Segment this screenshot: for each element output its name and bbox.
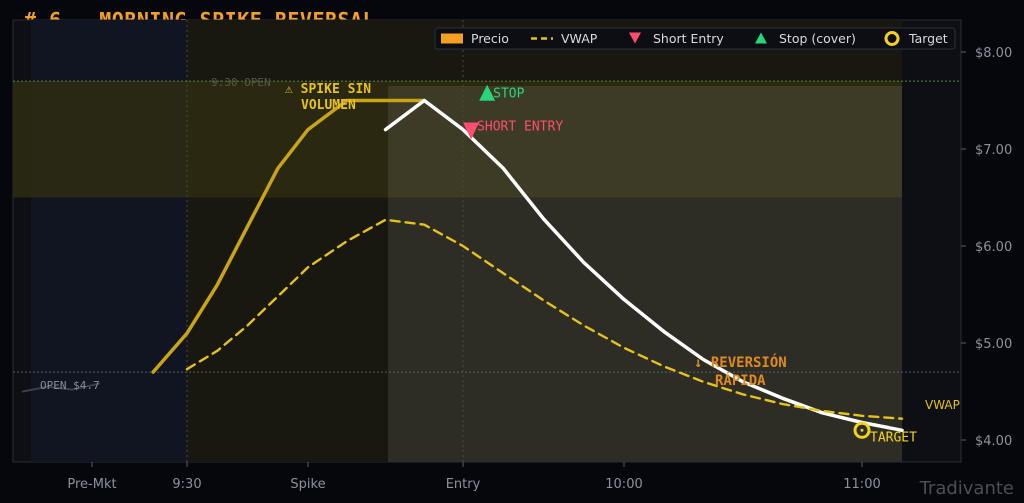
- legend-entry-label: Precio: [471, 31, 509, 46]
- premarket-line: [21, 382, 100, 393]
- x-tick-label: Entry: [446, 477, 481, 492]
- reversal-annotation-line2: RÁPIDA: [715, 372, 766, 389]
- legend-entry-label: VWAP: [561, 31, 598, 46]
- reversal-annotation-line1: ↓ REVERSIÓN: [694, 353, 787, 371]
- price-spike-line: [151, 98, 427, 374]
- target-marker-dot: [860, 428, 864, 432]
- legend-short-entry-swatch: [629, 32, 641, 44]
- short-entry-marker: [463, 122, 480, 140]
- legend-price-swatch: [441, 33, 463, 44]
- spike-annotation-line2: VOLUMEN: [301, 98, 356, 113]
- legend-entry-label: Target: [908, 31, 948, 46]
- reversal-box: [388, 85, 902, 462]
- axes-layer: Pre-Mkt 9:30 Spike Entry 10:00 11:00 $4.00 $5.0…: [67, 46, 1012, 492]
- stop-label: STOP: [493, 87, 524, 102]
- spike-band: [13, 81, 902, 198]
- labels-layer: SHORT ENTRY STOP TARGET 9:30 OPEN OPEN $4.7 ⚠…: [40, 76, 960, 445]
- legend-stop-swatch: [755, 32, 767, 44]
- x-tick-label: Spike: [290, 477, 325, 492]
- target-marker: [853, 421, 871, 439]
- open-925-label: 9:30 OPEN: [211, 76, 271, 89]
- grid-layer: [13, 20, 961, 462]
- legend-entry-label: Stop (cover): [779, 31, 856, 46]
- y-tick-label: $4.00: [975, 434, 1012, 449]
- open-price-label: OPEN $4.7: [40, 379, 100, 392]
- target-label: TARGET: [870, 430, 917, 445]
- x-tick-label: 9:30: [172, 477, 201, 492]
- watermark: Tradivante: [919, 478, 1014, 499]
- legend-target-swatch: [884, 31, 900, 46]
- y-tick-label: $6.00: [975, 240, 1012, 255]
- x-tick-label: 11:00: [843, 477, 880, 492]
- vwap-end-label: VWAP: [925, 398, 960, 412]
- markers-layer: [463, 84, 871, 439]
- short-entry-label: SHORT ENTRY: [477, 120, 563, 135]
- y-tick-label: $8.00: [975, 46, 1012, 61]
- x-tick-label: 10:00: [605, 477, 642, 492]
- y-tick-label: $5.00: [975, 337, 1012, 352]
- vwap-line: [185, 218, 904, 420]
- y-tick-label: $7.00: [975, 143, 1012, 158]
- legend: Precio VWAP Short Entry Stop (cover) Target: [434, 27, 956, 50]
- legend-box: [434, 27, 956, 50]
- stop-marker: [479, 84, 496, 101]
- x-tick-label: Pre-Mkt: [67, 477, 116, 492]
- spike-annotation-line1: ⚠ SPIKE SIN: [285, 82, 371, 97]
- bands-layer: [13, 20, 902, 462]
- legend-entry-label: Short Entry: [653, 31, 724, 46]
